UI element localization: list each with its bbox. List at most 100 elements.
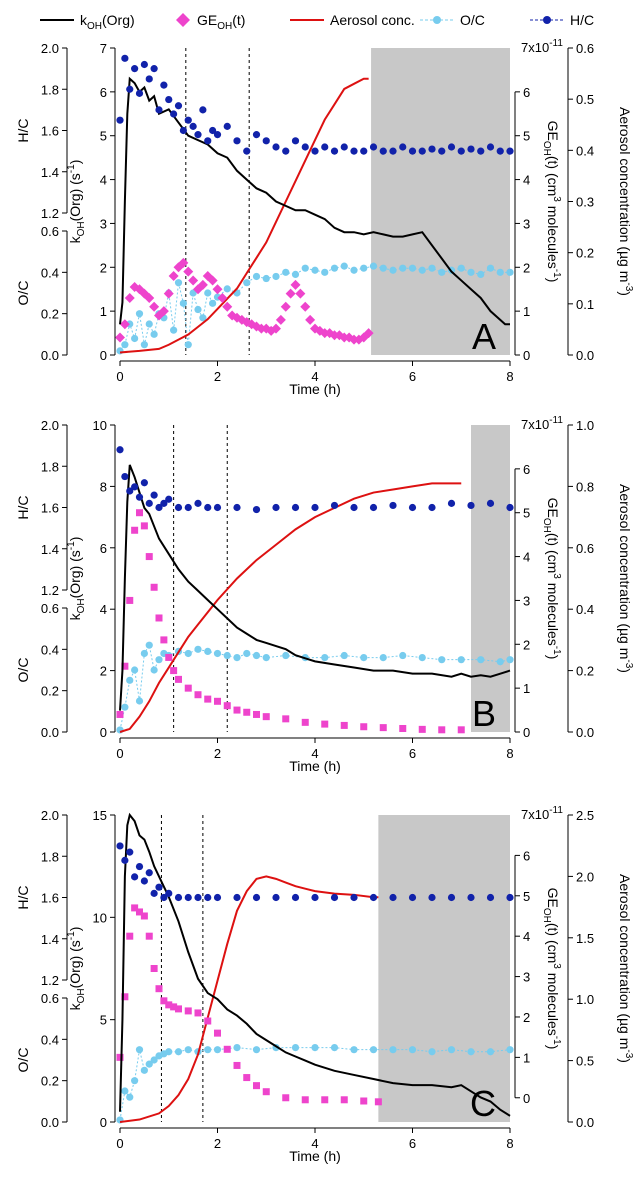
ge-point: [140, 912, 148, 920]
ge-axis-tick-label: 6: [523, 462, 530, 477]
legend-item-3: O/C: [420, 12, 485, 28]
hc-point: [174, 102, 183, 110]
oc-point: [340, 262, 348, 270]
legend-label: GEOH(t): [197, 12, 245, 32]
x-tick-label: 2: [214, 369, 221, 384]
oc-point: [389, 266, 397, 274]
oc-point: [457, 656, 465, 664]
ge-point: [165, 1001, 173, 1009]
ge-point: [160, 997, 168, 1005]
oc-point: [311, 1044, 319, 1052]
hc-point: [179, 126, 187, 135]
ge-point: [140, 522, 148, 530]
hc-point: [252, 893, 261, 902]
oc-point: [184, 649, 192, 658]
oc-axis-tick-label: 0.2: [41, 1074, 59, 1089]
legend: kOH(Org) GEOH(t) Aerosol conc. O/C H/C: [40, 12, 594, 32]
ge-point: [253, 1082, 260, 1090]
ge-title-b: (t) (cm: [545, 156, 561, 196]
x-tick-label: 6: [409, 369, 416, 384]
hc-point: [340, 143, 348, 151]
x-axis-title: Time (h): [289, 758, 341, 774]
hc-point: [506, 893, 514, 902]
x-axis-title: Time (h): [289, 381, 341, 397]
koh-axis-title: kOH(Org) (s-1): [66, 927, 87, 1011]
oc-point: [389, 1046, 397, 1054]
panel-label: A: [472, 316, 496, 357]
oc-point: [213, 1046, 222, 1054]
oc-point: [140, 1066, 148, 1074]
hc-point: [389, 893, 397, 902]
aero-title-sup: -3: [623, 659, 634, 668]
koh-title-tail: (Org) (s: [67, 173, 83, 221]
ge-axis-tick-label: 1: [523, 1050, 530, 1065]
oc-point: [121, 703, 129, 711]
hc-point: [155, 503, 163, 512]
hc-point: [243, 147, 251, 155]
hc-point: [135, 862, 144, 871]
hc-point: [369, 893, 378, 902]
x-tick-label: 2: [214, 1136, 221, 1151]
ge-title-c: molecules: [545, 969, 561, 1036]
hc-point: [184, 503, 192, 512]
ge-point: [184, 684, 192, 692]
ge-point: [321, 1096, 329, 1104]
oc-point: [126, 676, 134, 684]
ge-point: [119, 319, 130, 330]
koh-axis-tick-label: 3: [100, 216, 107, 231]
ge-axis-tick-label: 3: [523, 593, 530, 608]
aero-title-b: ): [617, 291, 633, 296]
ge-point: [305, 314, 316, 325]
ge-point: [121, 662, 129, 670]
oc-axis-tick-label: 0.4: [41, 642, 59, 657]
oc-point: [204, 289, 212, 297]
oc-point: [233, 1044, 241, 1052]
ge-axis-title: GEOH(t) (cm3 molecules-1): [541, 121, 562, 283]
oc-point: [150, 1056, 158, 1064]
ge-axis-tick-label: 5: [523, 506, 530, 521]
ge-point: [214, 1029, 221, 1037]
koh-title-sub: OH: [76, 598, 87, 613]
hc-point: [194, 893, 202, 902]
oc-point: [418, 266, 426, 274]
ge-point: [126, 932, 134, 940]
hc-point: [126, 848, 134, 856]
ge-title-d: ): [545, 278, 561, 283]
ge-title-sub: OH: [541, 141, 552, 156]
hc-point: [447, 893, 456, 902]
oc-point: [131, 334, 139, 343]
oc-point: [223, 651, 231, 660]
ge-axis-tick-label: 1: [523, 681, 530, 696]
ge-axis-tick-label: 4: [523, 173, 530, 188]
koh-axis-tick-label: 10: [93, 910, 107, 925]
hc-point: [184, 116, 192, 124]
oc-point: [350, 1046, 358, 1054]
koh-axis-tick-label: 7: [100, 41, 107, 56]
ge-point: [271, 323, 281, 334]
ge-point: [285, 288, 296, 299]
hc-point: [165, 495, 173, 503]
ge-point: [131, 526, 139, 534]
ge-axis-tick-label: 1: [523, 304, 530, 319]
panel-C: 0 2 4 6 8 Time (h) 1.2 1.4 1.6 1.8 2.0 0.0 0.2 0.4 0.6…: [15, 805, 634, 1164]
hc-axis-tick-label: 1.8: [41, 849, 59, 864]
aero-axis-tick-label: 2.0: [576, 869, 594, 884]
x-tick-label: 6: [409, 746, 416, 761]
x-tick-label: 6: [409, 1136, 416, 1151]
hc-axis-tick-label: 1.2: [41, 583, 59, 598]
ge-point: [170, 667, 178, 675]
oc-axis-tick-label: 0.4: [41, 1032, 59, 1047]
aero-title-sup: -3: [623, 1049, 634, 1058]
aero-title-b: ): [617, 1058, 633, 1063]
oc-point: [438, 656, 446, 664]
hc-axis-tick-label: 1.6: [41, 501, 59, 516]
hc-point: [291, 137, 300, 145]
oc-axis-tick-label: 0.6: [41, 991, 59, 1006]
oc-point: [204, 1046, 212, 1054]
oc-point: [506, 656, 514, 664]
aero-axis-tick-label: 0.5: [576, 92, 594, 107]
oc-point: [223, 285, 231, 293]
ge-title-d: ): [545, 655, 561, 660]
x-tick-label: 0: [116, 746, 123, 761]
ge-axis-exponent-base: 7x10: [521, 417, 549, 432]
